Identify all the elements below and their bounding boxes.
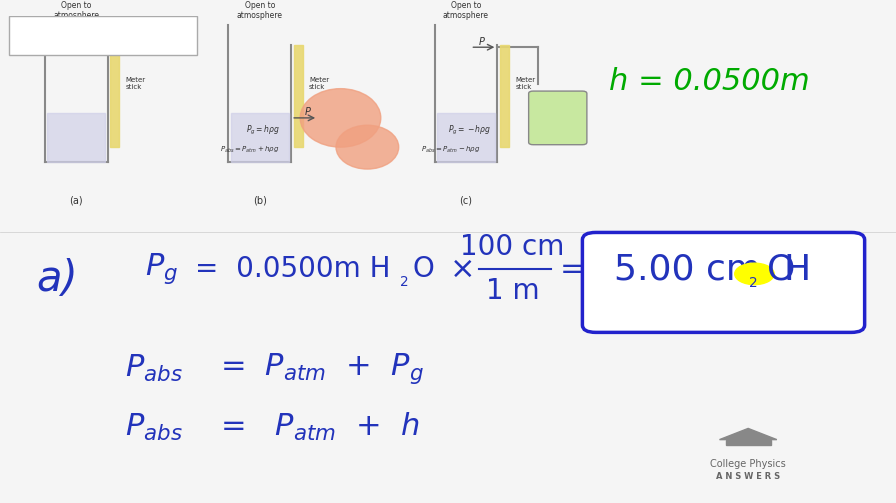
Polygon shape bbox=[294, 45, 303, 147]
Text: Meter
stick: Meter stick bbox=[125, 77, 145, 90]
Text: Open to
atmosphere: Open to atmosphere bbox=[53, 1, 99, 21]
Ellipse shape bbox=[336, 125, 399, 169]
Polygon shape bbox=[47, 113, 105, 162]
Text: Open to
atmosphere: Open to atmosphere bbox=[237, 1, 283, 21]
Text: A N S W E R S: A N S W E R S bbox=[716, 472, 780, 481]
Text: (c): (c) bbox=[460, 196, 472, 206]
Text: h = 0.0500m: h = 0.0500m bbox=[609, 67, 810, 96]
Text: O: O bbox=[412, 255, 434, 283]
Text: P: P bbox=[305, 108, 311, 118]
Polygon shape bbox=[500, 45, 509, 147]
Ellipse shape bbox=[300, 89, 381, 147]
Text: 1 m: 1 m bbox=[486, 277, 539, 305]
Text: 29PE: 29PE bbox=[27, 26, 72, 44]
Text: P: P bbox=[478, 37, 485, 47]
Text: $P_g = -h\rho g$: $P_g = -h\rho g$ bbox=[448, 124, 491, 137]
Text: =: = bbox=[560, 255, 586, 284]
FancyBboxPatch shape bbox=[9, 16, 197, 54]
FancyBboxPatch shape bbox=[582, 232, 865, 332]
Text: 100 cm: 100 cm bbox=[461, 233, 564, 261]
Text: O: O bbox=[767, 252, 796, 286]
Text: $P_g = h\rho g$: $P_g = h\rho g$ bbox=[246, 124, 280, 137]
FancyBboxPatch shape bbox=[529, 91, 587, 145]
Text: =   $P_{atm}$  +  $h$: = $P_{atm}$ + $h$ bbox=[220, 411, 419, 444]
Text: a): a) bbox=[36, 258, 78, 300]
Text: =  $P_{atm}$  +  $P_g$: = $P_{atm}$ + $P_g$ bbox=[220, 352, 424, 386]
Text: ×: × bbox=[450, 255, 475, 284]
Text: (a): (a) bbox=[69, 196, 83, 206]
Text: 5.00 cm  H: 5.00 cm H bbox=[614, 252, 811, 286]
Text: $P_g$: $P_g$ bbox=[145, 252, 178, 287]
Text: $P_{abs} = P_{atm} - h\rho g$: $P_{abs} = P_{atm} - h\rho g$ bbox=[421, 145, 480, 155]
Text: $P_{abs} = P_{atm} + h\rho g$: $P_{abs} = P_{atm} + h\rho g$ bbox=[220, 145, 279, 155]
Text: Open to
atmosphere: Open to atmosphere bbox=[443, 1, 489, 21]
Text: =  0.0500m H: = 0.0500m H bbox=[195, 255, 391, 283]
Polygon shape bbox=[110, 45, 119, 147]
Circle shape bbox=[735, 263, 774, 285]
Text: College Physics: College Physics bbox=[711, 459, 786, 469]
Text: $P_{abs}$: $P_{abs}$ bbox=[125, 412, 183, 443]
Text: $_2$: $_2$ bbox=[748, 271, 757, 290]
Polygon shape bbox=[437, 113, 495, 162]
Text: (b): (b) bbox=[253, 196, 267, 206]
Text: $P_{abs}$: $P_{abs}$ bbox=[125, 354, 183, 384]
Polygon shape bbox=[719, 429, 777, 440]
Text: Meter
stick: Meter stick bbox=[515, 77, 535, 90]
Text: $_2$: $_2$ bbox=[399, 270, 409, 289]
Text: Meter
stick: Meter stick bbox=[309, 77, 329, 90]
Polygon shape bbox=[726, 440, 771, 445]
Polygon shape bbox=[231, 113, 289, 162]
